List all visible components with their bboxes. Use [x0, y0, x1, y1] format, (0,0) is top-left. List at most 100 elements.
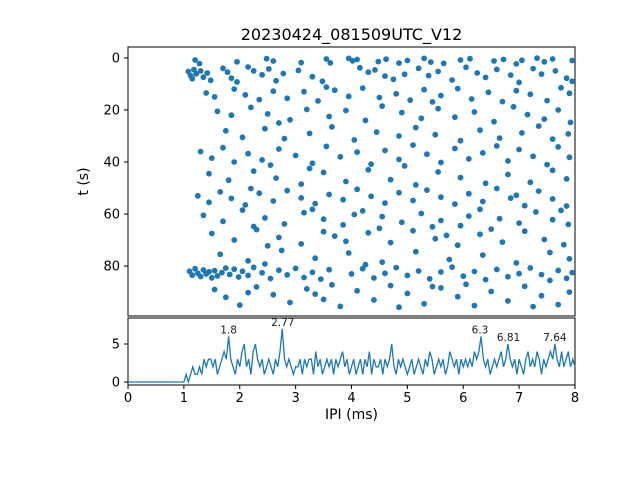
peak-annotation: 6.3 — [472, 324, 489, 336]
scatter-point — [312, 255, 319, 262]
scatter-point — [567, 119, 574, 126]
scatter-point — [270, 58, 277, 64]
peak-annotation: 6.81 — [497, 332, 520, 344]
scatter-point — [482, 276, 489, 283]
scatter-point — [245, 289, 252, 296]
scatter-point — [524, 111, 531, 118]
scatter-point — [424, 187, 430, 194]
scatter-point — [284, 272, 291, 278]
scatter-point — [281, 221, 288, 227]
scatter-point — [479, 150, 486, 156]
scatter-point — [541, 58, 548, 65]
scatter-point — [547, 249, 553, 256]
x-tick-label: 6 — [459, 391, 467, 406]
scatter-point — [443, 232, 450, 239]
scatter-point — [365, 69, 372, 76]
scatter-point — [541, 236, 548, 243]
scatter-point — [558, 84, 564, 91]
scatter-point — [301, 88, 307, 95]
scatter-point — [278, 247, 285, 254]
scatter-point — [479, 198, 486, 205]
scatter-point — [424, 151, 430, 158]
scatter-point — [263, 55, 270, 62]
scatter-point — [207, 77, 214, 84]
scatter-point — [496, 135, 503, 142]
scatter-point — [284, 95, 291, 102]
scatter-point — [435, 169, 441, 175]
scatter-point — [189, 272, 196, 279]
x-tick-label: 1 — [180, 391, 188, 406]
scatter-point — [250, 168, 257, 175]
scatter-point — [513, 192, 520, 199]
scatter-point — [371, 297, 377, 303]
scatter-point — [284, 187, 291, 194]
scatter-point — [287, 299, 293, 306]
scatter-point — [214, 108, 221, 115]
scatter-point — [454, 242, 461, 249]
scatter-point — [555, 107, 562, 113]
scatter-point — [485, 89, 492, 96]
scatter-point — [407, 97, 414, 103]
scatter-point — [432, 131, 439, 138]
scatter-point — [204, 70, 211, 76]
scatter-point — [226, 271, 233, 278]
scatter-point — [457, 137, 464, 144]
y-tick-label: 5 — [112, 338, 120, 353]
scatter-point — [410, 227, 416, 234]
scatter-point — [250, 68, 257, 74]
scatter-point — [376, 225, 383, 232]
scatter-point — [343, 107, 349, 114]
scatter-point — [208, 155, 215, 162]
scatter-point — [298, 195, 305, 201]
scatter-point — [276, 234, 282, 241]
scatter-point — [323, 84, 330, 90]
y-tick-label: 20 — [103, 103, 120, 118]
scatter-point — [505, 298, 511, 304]
scatter-point — [449, 77, 455, 83]
raster-scatter-points — [185, 55, 576, 311]
scatter-point — [452, 201, 458, 208]
scatter-point — [393, 264, 400, 271]
scatter-point — [197, 148, 204, 155]
scatter-point — [340, 222, 346, 228]
scatter-point — [412, 248, 419, 255]
scatter-point — [222, 294, 229, 301]
scatter-point — [276, 146, 282, 152]
scatter-point — [396, 304, 402, 311]
scatter-point — [482, 180, 489, 187]
x-tick-label: 0 — [124, 391, 132, 406]
y-tick-label: 40 — [103, 155, 120, 170]
scatter-point — [222, 127, 229, 134]
scatter-point — [345, 250, 352, 256]
scatter-point — [521, 202, 528, 209]
scatter-point — [343, 178, 349, 185]
scatter-point — [214, 273, 221, 279]
scatter-point — [359, 265, 366, 272]
scatter-point — [552, 68, 559, 74]
histogram-x-axis-label: IPI (ms) — [325, 407, 378, 423]
x-tick-label: 3 — [291, 391, 299, 406]
scatter-point — [239, 268, 246, 275]
scatter-point — [452, 145, 458, 152]
scatter-point — [379, 213, 386, 220]
scatter-point — [372, 67, 378, 73]
scatter-point — [499, 98, 506, 105]
scatter-point — [404, 290, 411, 297]
scatter-point — [234, 58, 240, 65]
x-tick-label: 2 — [236, 391, 244, 406]
scatter-point — [343, 238, 349, 245]
scatter-point — [496, 215, 503, 222]
scatter-point — [396, 189, 402, 196]
scatter-point — [245, 64, 252, 70]
scatter-point — [224, 69, 231, 76]
scatter-point — [331, 87, 338, 94]
scatter-point — [412, 182, 419, 188]
scatter-point — [505, 171, 511, 178]
raster-frame — [127, 46, 576, 317]
scatter-point — [482, 74, 489, 81]
scatter-point — [452, 114, 458, 121]
histogram-x-ticks: 0 1 2 3 4 5 6 7 8 — [124, 385, 579, 406]
scatter-point — [563, 203, 570, 209]
scatter-point — [327, 60, 334, 66]
